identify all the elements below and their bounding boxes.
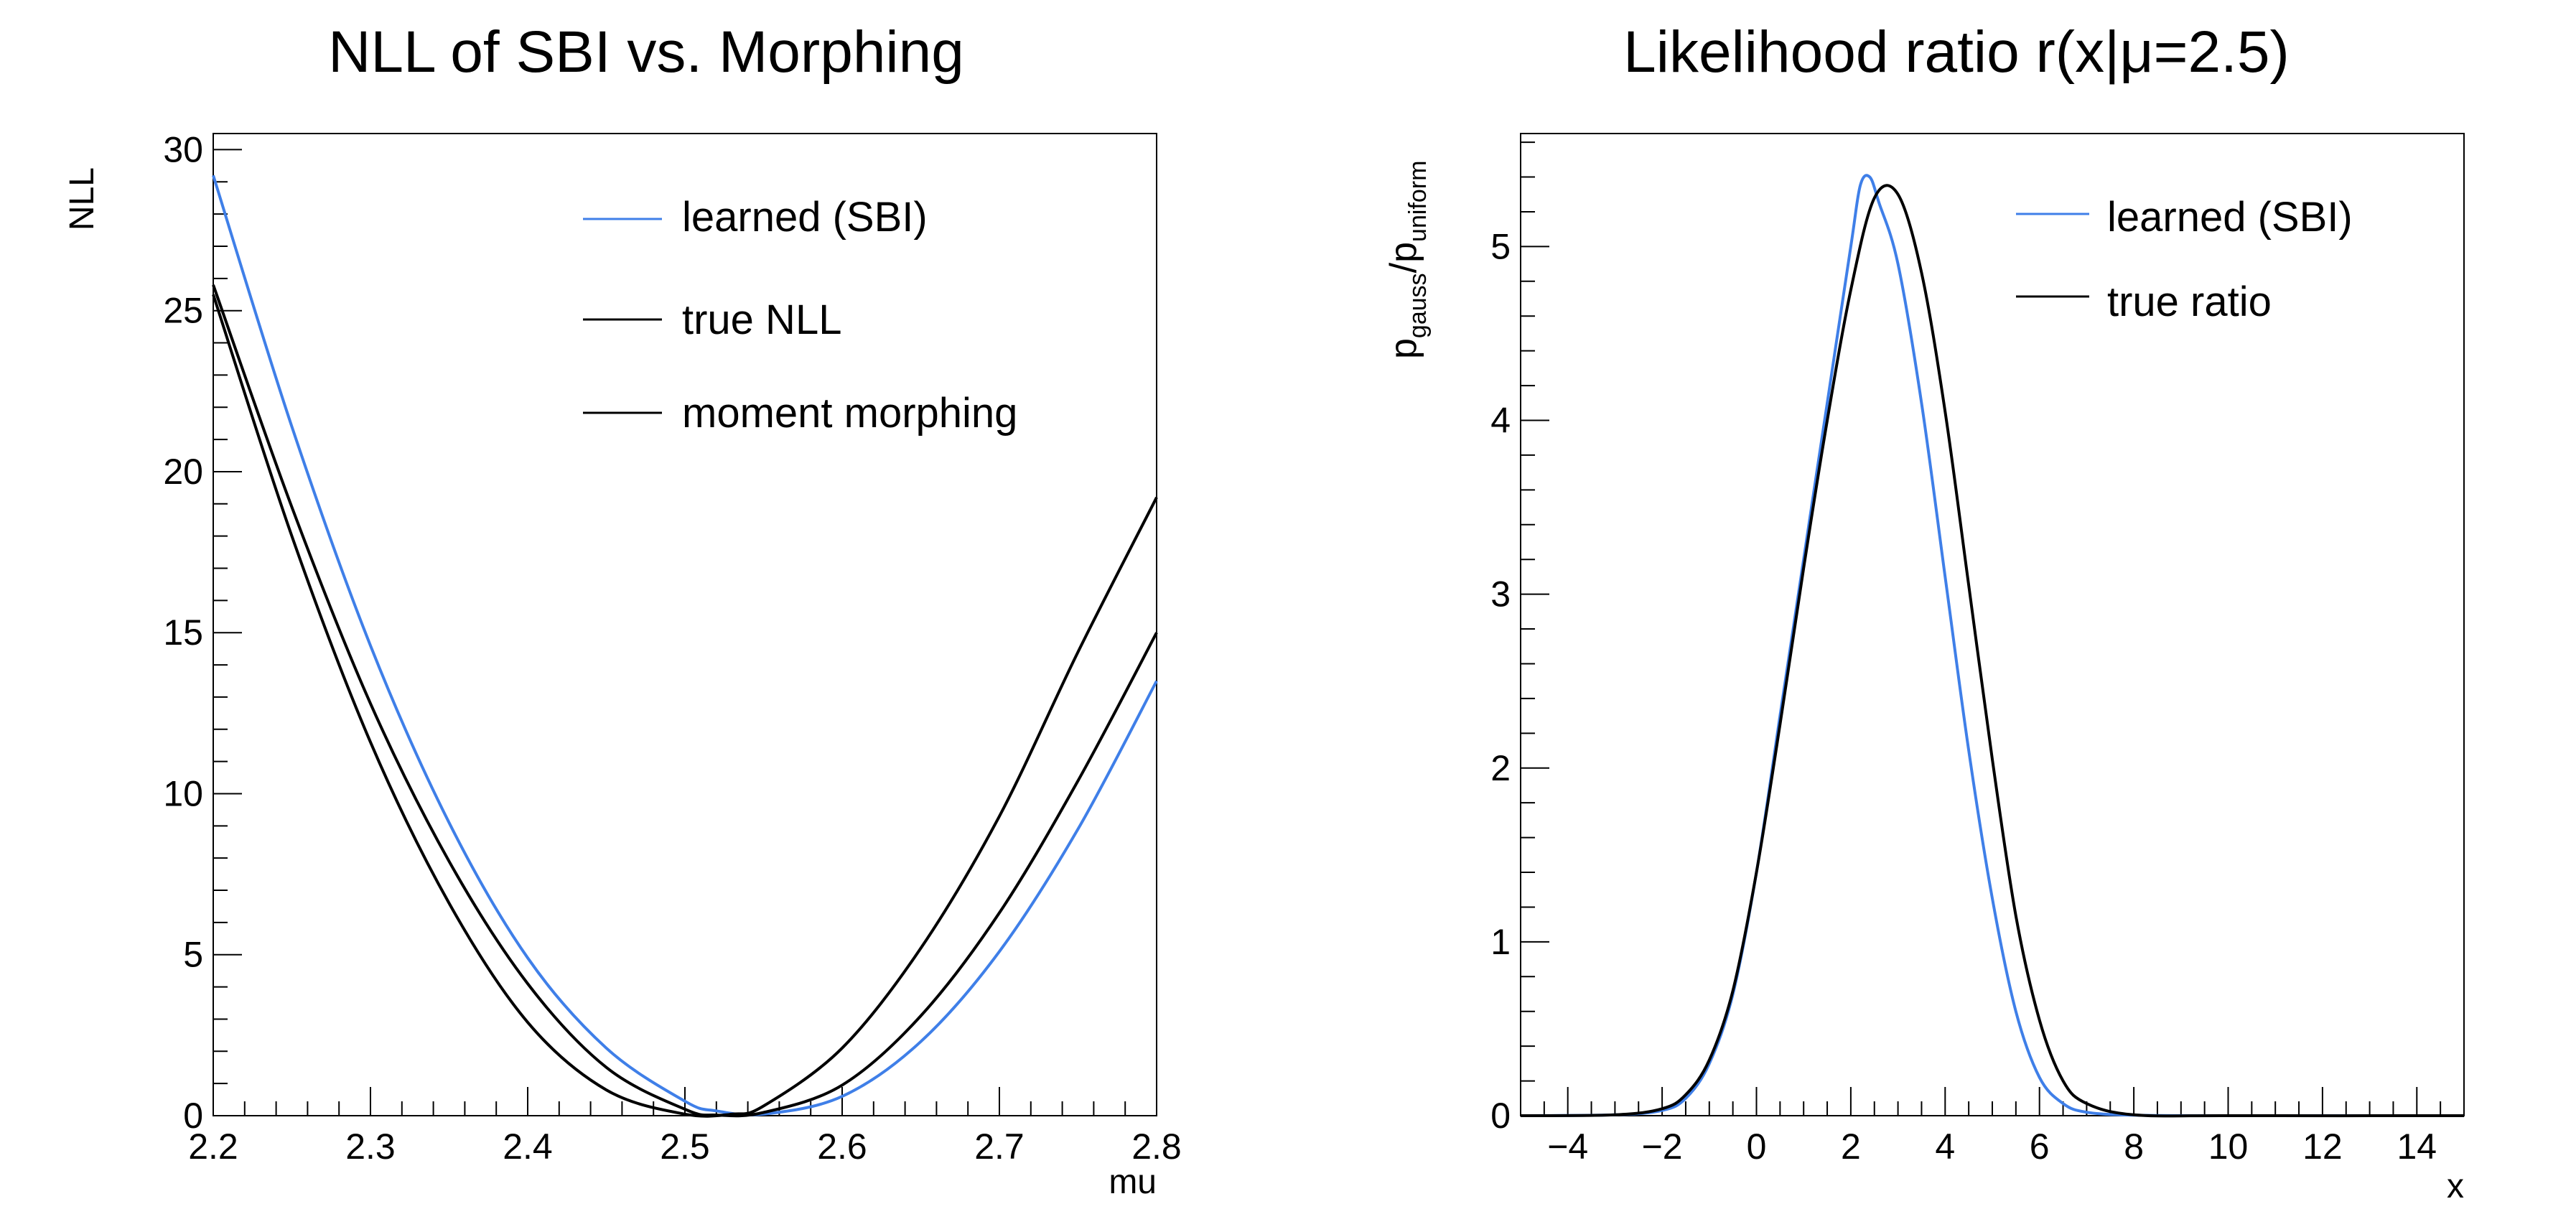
nll-chart: NLL of SBI vs. Morphing 2.2 2.3 2.4 2.5 2.6 2… [63, 19, 1182, 1201]
legend-label-learned-sbi: learned (SBI) [2107, 194, 2353, 241]
y-tick-label: 1 [1490, 922, 1511, 962]
series-line-moment-morphing [212, 294, 1158, 1118]
x-tick-label: 0 [1747, 1126, 1767, 1167]
y-tick-label: 30 [163, 129, 203, 169]
y-axis-label: pgauss/puniform [1383, 161, 1432, 359]
legend-label-true-nll: true NLL [682, 297, 841, 343]
x-tick-label: 2.4 [503, 1126, 553, 1167]
x-tick-label: 2.8 [1131, 1126, 1182, 1167]
y-axis-ticks: 0 1 2 3 4 5 [1490, 141, 1549, 1136]
y-tick-label: 0 [183, 1096, 203, 1136]
x-tick-label: 2.2 [188, 1126, 238, 1167]
x-tick-label: 8 [2124, 1126, 2144, 1167]
y-tick-label: 10 [163, 773, 203, 813]
x-tick-label: 14 [2397, 1126, 2437, 1167]
x-tick-label: −4 [1547, 1126, 1588, 1167]
x-axis-label: x [2447, 1167, 2464, 1205]
y-tick-label: 4 [1490, 401, 1511, 441]
likelihood-ratio-chart: Likelihood ratio r(x|μ=2.5) −4 −2 0 2 4 6 8 10 1… [1383, 19, 2465, 1205]
y-tick-label: 20 [163, 452, 203, 492]
y-tick-label: 15 [163, 612, 203, 653]
x-tick-label: 2.3 [345, 1126, 396, 1167]
chart-title: Likelihood ratio r(x|μ=2.5) [1623, 19, 2290, 85]
x-tick-label: 6 [2030, 1126, 2050, 1167]
x-tick-label: 2.5 [660, 1126, 710, 1167]
y-tick-label: 0 [1490, 1096, 1511, 1136]
series-line-true-nll [212, 284, 1158, 1118]
series-line-learned-sbi [212, 174, 1158, 1116]
x-axis-label: mu [1109, 1163, 1157, 1201]
y-tick-label: 5 [1490, 226, 1511, 266]
x-tick-label: 2 [1841, 1126, 1861, 1167]
x-tick-label: 12 [2302, 1126, 2343, 1167]
x-tick-label: 2.7 [974, 1126, 1025, 1167]
series-line-true-ratio [1520, 184, 2465, 1118]
y-tick-label: 2 [1490, 748, 1511, 788]
legend: learned (SBI) true ratio [2016, 194, 2353, 325]
y-axis-ticks: 0 5 10 15 20 25 30 [163, 129, 242, 1136]
x-tick-label: −2 [1642, 1126, 1683, 1167]
chart-title: NLL of SBI vs. Morphing [328, 19, 964, 85]
y-tick-label: 3 [1490, 574, 1511, 615]
legend-label-learned-sbi: learned (SBI) [682, 194, 928, 241]
y-tick-label: 25 [163, 291, 203, 331]
x-tick-label: 2.6 [817, 1126, 867, 1167]
legend: learned (SBI) true NLL moment morphing [583, 194, 1017, 437]
x-axis-ticks: −4 −2 0 2 4 6 8 10 12 14 [1520, 1087, 2465, 1167]
legend-label-true-ratio: true ratio [2107, 279, 2272, 325]
series-lines [212, 174, 1158, 1118]
series-lines [1520, 174, 2465, 1118]
y-axis-label: NLL [63, 167, 101, 230]
x-tick-label: 4 [1935, 1126, 1955, 1167]
legend-label-moment-morphing: moment morphing [682, 390, 1017, 437]
x-tick-label: 10 [2208, 1126, 2249, 1167]
y-tick-label: 5 [183, 935, 203, 975]
